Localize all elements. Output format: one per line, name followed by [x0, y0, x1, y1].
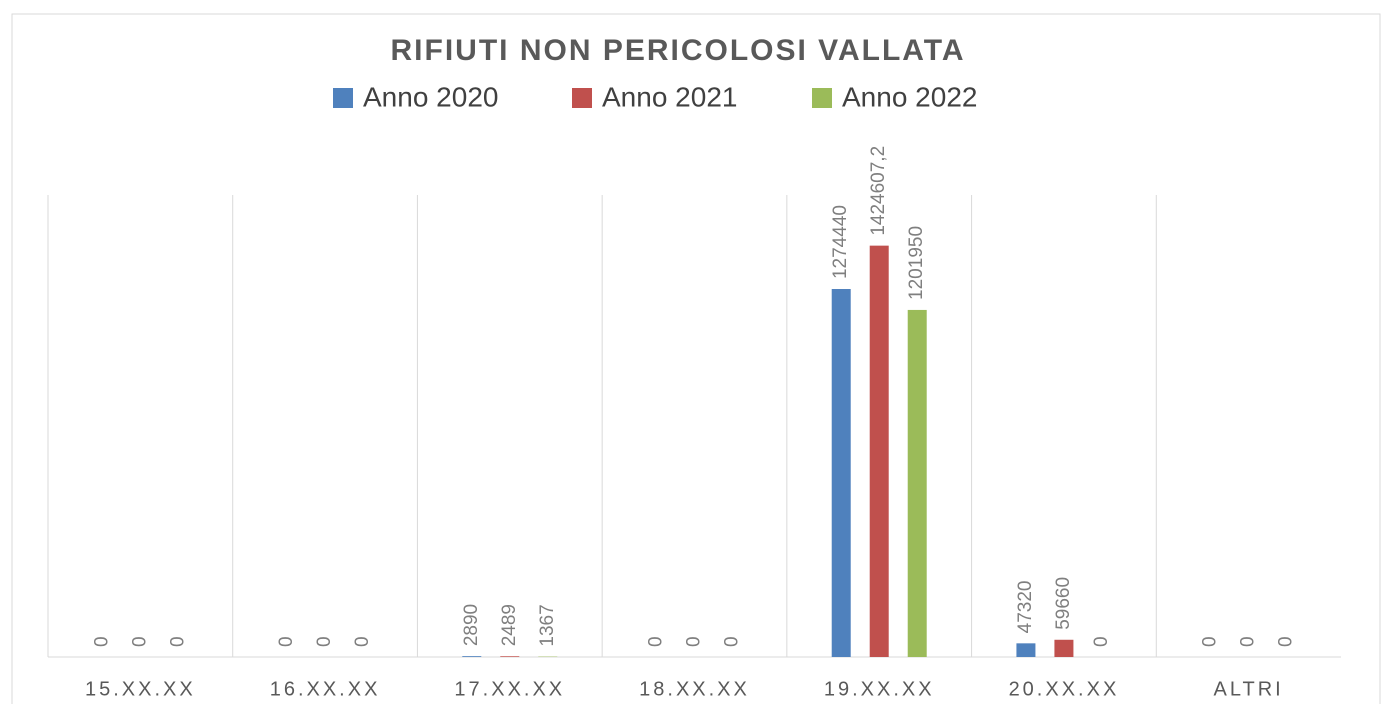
data-label: 1424607,2	[868, 146, 889, 236]
legend-label: Anno 2022	[842, 81, 977, 112]
chart-title: RIFIUTI NON PERICOLOSI VALLATA	[391, 34, 966, 67]
data-label: 0	[314, 636, 335, 647]
data-label: 2890	[461, 604, 482, 646]
x-tick-label: 17.XX.XX	[454, 678, 565, 700]
data-label: 0	[1091, 636, 1112, 647]
data-label: 0	[276, 636, 297, 647]
x-tick-label: 19.XX.XX	[824, 678, 935, 700]
legend-swatch	[333, 88, 353, 108]
data-label: 2489	[499, 604, 520, 646]
bar	[1054, 639, 1074, 657]
x-tick-label: 15.XX.XX	[85, 678, 196, 700]
bar	[462, 656, 482, 657]
x-tick-label: ALTRI	[1214, 678, 1284, 700]
data-label: 0	[646, 636, 667, 647]
data-label: 59660	[1053, 577, 1074, 630]
bar	[869, 245, 889, 658]
bar	[907, 309, 927, 657]
legend-swatch	[812, 88, 832, 108]
data-label: 0	[1276, 636, 1297, 647]
data-label: 0	[1238, 636, 1259, 647]
data-label: 47320	[1015, 580, 1036, 633]
data-label: 0	[91, 636, 112, 647]
bar	[500, 656, 520, 657]
bar	[1016, 643, 1036, 657]
data-label: 0	[129, 636, 150, 647]
data-label: 1274440	[830, 205, 851, 279]
data-label: 0	[684, 636, 705, 647]
data-label: 0	[167, 636, 188, 647]
chart-frame	[11, 13, 1381, 704]
x-tick-label: 18.XX.XX	[639, 678, 750, 700]
x-tick-label: 20.XX.XX	[1009, 678, 1120, 700]
data-label: 0	[1200, 636, 1221, 647]
data-label: 1367	[537, 604, 558, 646]
data-label: 0	[722, 636, 743, 647]
x-tick-label: 16.XX.XX	[270, 678, 381, 700]
data-label: 1201950	[906, 226, 927, 300]
bar	[831, 289, 851, 657]
legend-label: Anno 2021	[602, 81, 737, 112]
data-label: 0	[352, 636, 373, 647]
legend-label: Anno 2020	[363, 81, 498, 112]
legend-swatch	[572, 88, 592, 108]
